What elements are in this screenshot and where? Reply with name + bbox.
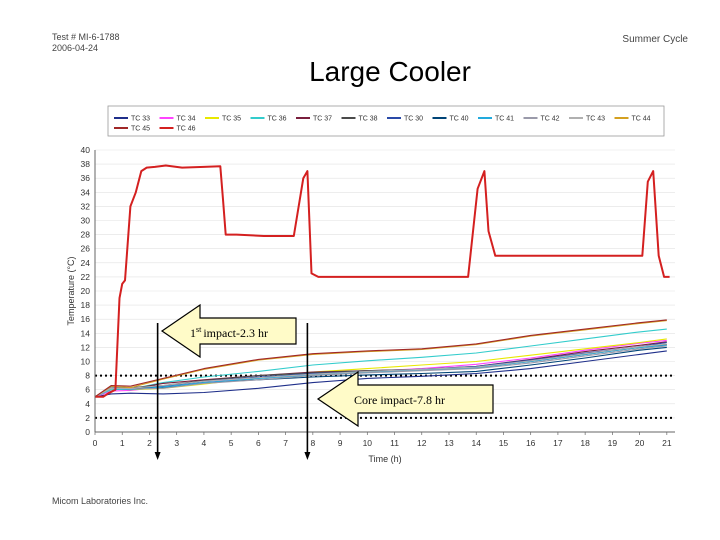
- test-date: 2006-04-24: [52, 43, 99, 53]
- x-tick-label: 14: [471, 438, 481, 448]
- y-tick-label: 14: [81, 328, 91, 338]
- x-tick-label: 19: [608, 438, 618, 448]
- y-tick-label: 30: [81, 216, 91, 226]
- y-tick-label: 32: [81, 201, 91, 211]
- x-tick-label: 13: [444, 438, 454, 448]
- impact-marker-arrowhead: [304, 452, 311, 460]
- x-tick-label: 4: [202, 438, 207, 448]
- core-impact-callout: Core impact-7.8 hr: [316, 370, 494, 428]
- legend-label: TC 34: [177, 116, 196, 123]
- y-tick-label: 6: [85, 385, 90, 395]
- page-title: Large Cooler: [309, 56, 471, 87]
- y-tick-label: 38: [81, 159, 91, 169]
- first-impact-text: impact-2.3 hr: [203, 326, 268, 340]
- y-tick-label: 16: [81, 314, 91, 324]
- x-tick-label: 8: [310, 438, 315, 448]
- y-tick-label: 22: [81, 272, 91, 282]
- x-tick-label: 7: [283, 438, 288, 448]
- y-tick-label: 8: [85, 371, 90, 381]
- series-line: [94, 343, 667, 398]
- x-tick-label: 9: [338, 438, 343, 448]
- x-tick-label: 15: [499, 438, 509, 448]
- y-tick-label: 36: [81, 173, 91, 183]
- test-number: Test # MI-6-1788: [52, 32, 120, 42]
- x-tick-label: 11: [390, 438, 399, 448]
- first-impact-callout: 1st impact-2.3 hr: [160, 303, 297, 359]
- core-impact-arrow: [316, 370, 494, 428]
- first-impact-number: 1: [190, 326, 196, 340]
- y-tick-label: 0: [85, 427, 90, 437]
- axes: [94, 150, 675, 435]
- reference-lines: [95, 374, 675, 419]
- legend-label: TC 44: [632, 116, 651, 123]
- company-footer: Micom Laboratories Inc.: [52, 496, 149, 506]
- legend-label: TC 43: [586, 116, 605, 123]
- x-tick-label: 12: [417, 438, 427, 448]
- x-tick-label: 20: [635, 438, 645, 448]
- legend-box: [107, 105, 665, 137]
- y-tick-label: 12: [81, 342, 91, 352]
- x-tick-label: 3: [174, 438, 179, 448]
- legend-label: TC 30: [404, 116, 423, 123]
- x-axis-label: Time (h): [368, 454, 401, 464]
- y-tick-label: 10: [81, 357, 91, 367]
- legend-label: TC 45: [131, 126, 150, 133]
- x-tick-label: 0: [93, 438, 98, 448]
- x-tick-label: 2: [147, 438, 152, 448]
- y-tick-label: 24: [81, 258, 91, 268]
- x-tick-label: 18: [580, 438, 590, 448]
- y-axis-label: Temperature (°C): [66, 256, 76, 325]
- legend-label: TC 41: [495, 116, 514, 123]
- series-line: [94, 320, 667, 398]
- series-line: [95, 164, 670, 398]
- y-tick-label: 20: [81, 286, 91, 296]
- y-tick-label: 40: [81, 145, 91, 155]
- legend-label: TC 35: [222, 116, 241, 123]
- series-line: [94, 350, 667, 398]
- y-tick-label: 28: [81, 230, 91, 240]
- x-tick-label: 21: [662, 438, 672, 448]
- x-tick-label: 10: [363, 438, 373, 448]
- first-impact-arrow: [160, 303, 297, 359]
- legend-label: TC 46: [177, 126, 196, 133]
- x-tick-label: 1: [120, 438, 125, 448]
- series-line: [94, 345, 667, 398]
- y-tick-label: 18: [81, 300, 91, 310]
- legend-label: TC 40: [450, 116, 469, 123]
- impact-marker-arrowhead: [154, 452, 161, 460]
- legend-label: TC 42: [541, 116, 560, 123]
- x-tick-label: 16: [526, 438, 536, 448]
- x-tick-label: 6: [256, 438, 261, 448]
- y-tick-label: 26: [81, 244, 91, 254]
- legend-label: TC 37: [313, 116, 332, 123]
- cycle-label: Summer Cycle: [622, 34, 688, 45]
- first-impact-label: 1st impact-2.3 hr: [190, 325, 268, 340]
- legend-label: TC 36: [268, 116, 287, 123]
- x-tick-label: 5: [229, 438, 234, 448]
- legend-label: TC 33: [131, 116, 150, 123]
- test-info: Test # MI-6-1788 2006-04-24: [52, 32, 120, 54]
- x-tick-label: 17: [553, 438, 563, 448]
- y-tick-label: 4: [85, 399, 90, 409]
- y-tick-label: 34: [81, 187, 91, 197]
- legend-label: TC 38: [359, 116, 378, 123]
- legend: TC 33 TC 34 TC 35 TC 36 TC 37 TC 38 TC 30 TC 40…: [114, 116, 651, 133]
- y-tick-label: 2: [85, 413, 90, 423]
- impact-markers: [154, 323, 311, 460]
- core-impact-label: Core impact-7.8 hr: [354, 393, 445, 407]
- series-group: [94, 164, 670, 398]
- first-impact-superscript: st: [196, 325, 202, 334]
- series-line: [94, 319, 667, 398]
